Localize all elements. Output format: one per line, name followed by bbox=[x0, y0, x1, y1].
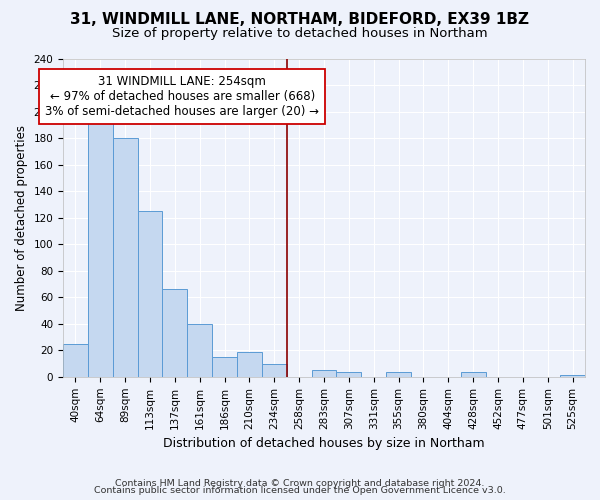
Bar bbox=[63, 344, 88, 377]
Y-axis label: Number of detached properties: Number of detached properties bbox=[15, 125, 28, 311]
Bar bbox=[212, 357, 237, 377]
Bar bbox=[88, 121, 113, 377]
X-axis label: Distribution of detached houses by size in Northam: Distribution of detached houses by size … bbox=[163, 437, 485, 450]
Bar bbox=[386, 372, 411, 377]
Bar bbox=[262, 364, 287, 377]
Bar bbox=[560, 376, 585, 377]
Text: Size of property relative to detached houses in Northam: Size of property relative to detached ho… bbox=[112, 28, 488, 40]
Text: Contains HM Land Registry data © Crown copyright and database right 2024.: Contains HM Land Registry data © Crown c… bbox=[115, 478, 485, 488]
Bar bbox=[137, 212, 163, 377]
Bar bbox=[461, 372, 485, 377]
Bar bbox=[113, 138, 137, 377]
Bar bbox=[311, 370, 337, 377]
Bar bbox=[237, 352, 262, 377]
Bar bbox=[337, 372, 361, 377]
Text: Contains public sector information licensed under the Open Government Licence v3: Contains public sector information licen… bbox=[94, 486, 506, 495]
Bar bbox=[163, 290, 187, 377]
Text: 31, WINDMILL LANE, NORTHAM, BIDEFORD, EX39 1BZ: 31, WINDMILL LANE, NORTHAM, BIDEFORD, EX… bbox=[71, 12, 530, 28]
Bar bbox=[187, 324, 212, 377]
Text: 31 WINDMILL LANE: 254sqm
← 97% of detached houses are smaller (668)
3% of semi-d: 31 WINDMILL LANE: 254sqm ← 97% of detach… bbox=[46, 75, 319, 118]
